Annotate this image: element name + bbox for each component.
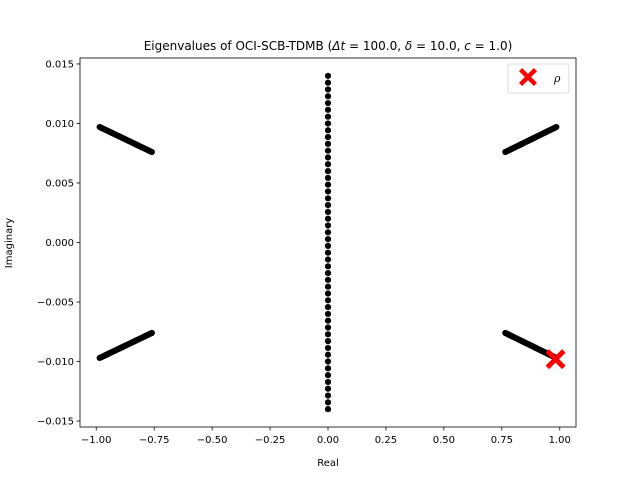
- eigenvalue-point: [324, 249, 332, 256]
- eigenvalue-point: [324, 310, 332, 318]
- eigenvalue-point: [324, 113, 332, 120]
- chart-title: Eigenvalues of OCI-SCB-TDMB (Δt = 100.0,…: [144, 39, 513, 53]
- eigenvalue-point: [324, 276, 332, 284]
- eigenvalue-point: [324, 235, 332, 243]
- eigenvalue-point: [324, 86, 332, 93]
- eigenvalue-point: [324, 174, 332, 181]
- eigenvalue-point: [324, 188, 332, 195]
- eigenvalue-point: [324, 201, 332, 209]
- eigenvalue-point: [324, 154, 332, 161]
- eigenvalue-point: [324, 324, 332, 331]
- eigenvalue-point: [324, 256, 332, 263]
- eigenvalue-point: [324, 317, 332, 324]
- y-axis-label: Imaginary: [4, 218, 15, 269]
- eigenvalue-point: [324, 99, 332, 107]
- x-tick-label: −0.75: [139, 435, 170, 446]
- eigenvalue-point: [148, 329, 155, 337]
- eigenvalue-point: [324, 127, 332, 134]
- eigenvalue-point: [324, 242, 332, 250]
- eigenvalue-point: [324, 338, 332, 345]
- x-tick-label: −1.00: [81, 435, 112, 446]
- eigenvalue-point: [324, 270, 332, 277]
- eigenvalue-point: [324, 133, 332, 141]
- eigenvalue-point: [324, 283, 332, 290]
- x-axis: −1.00 −0.75 −0.50 −0.25 0.00 0.25 0.50 0.75 1.00: [81, 427, 571, 446]
- eigenvalue-point: [324, 222, 332, 229]
- eigenvalue-point: [324, 140, 332, 147]
- eigenvalue-point: [324, 297, 332, 304]
- eigenvalue-point: [324, 229, 332, 236]
- eigenvalue-point: [553, 123, 560, 131]
- y-tick-label: −0.010: [37, 357, 74, 368]
- x-tick-label: 0.50: [433, 435, 455, 446]
- y-tick-label: 0.005: [45, 178, 74, 189]
- legend-marker-rho: [519, 68, 537, 86]
- eigenvalue-point: [324, 331, 332, 338]
- eigenvalue-point: [324, 208, 332, 215]
- eigenvalue-point: [324, 167, 332, 175]
- legend: ρ: [507, 63, 570, 94]
- y-axis: −0.015 −0.010 −0.005 0.000 0.005 0.010 0.015: [37, 59, 80, 428]
- eigenvalue-point: [324, 304, 332, 311]
- eigenvalue-point: [324, 106, 332, 113]
- y-tick-label: 0.015: [45, 59, 74, 70]
- y-tick-label: 0.000: [45, 238, 74, 249]
- x-tick-label: 0.25: [375, 435, 397, 446]
- eigenvalue-point: [324, 406, 332, 413]
- eigenvalue-point: [324, 120, 332, 127]
- eigenvalue-point: [324, 365, 332, 372]
- x-tick-label: 0.75: [491, 435, 513, 446]
- eigenvalue-point: [324, 195, 332, 202]
- eigenvalue-point: [324, 351, 332, 358]
- x-tick-label: 1.00: [549, 435, 571, 446]
- eigenvalue-point: [324, 399, 332, 406]
- rho-legend-marker: [519, 68, 537, 86]
- eigenvalue-point: [324, 378, 332, 386]
- plot-area: [96, 72, 566, 413]
- x-tick-label: −0.25: [255, 435, 286, 446]
- eigenvalue-point: [324, 181, 332, 188]
- eigenvalue-point: [324, 385, 332, 392]
- eigenvalue-point: [324, 344, 332, 352]
- x-tick-label: −0.50: [197, 435, 228, 446]
- eigenvalue-point: [148, 148, 155, 156]
- legend-label-rho: ρ: [553, 72, 561, 85]
- y-tick-label: −0.005: [37, 298, 74, 309]
- eigenvalue-point: [324, 215, 332, 222]
- y-tick-label: 0.010: [45, 119, 74, 130]
- eigenvalue-point: [324, 72, 332, 79]
- x-axis-label: Real: [317, 458, 339, 469]
- y-tick-label: −0.015: [37, 417, 74, 428]
- eigenvalue-point: [324, 147, 332, 154]
- eigenvalue-point: [324, 358, 332, 365]
- eigenvalue-point: [324, 392, 332, 399]
- eigenvalue-point: [324, 161, 332, 168]
- eigenvalue-point: [324, 372, 332, 379]
- eigenvalue-point: [324, 93, 332, 100]
- x-tick-label: 0.00: [317, 435, 339, 446]
- eigenvalue-point: [324, 79, 332, 86]
- eigenvalue-point: [324, 263, 332, 270]
- rho-point: [545, 349, 566, 370]
- eigenvalue-point: [324, 290, 332, 297]
